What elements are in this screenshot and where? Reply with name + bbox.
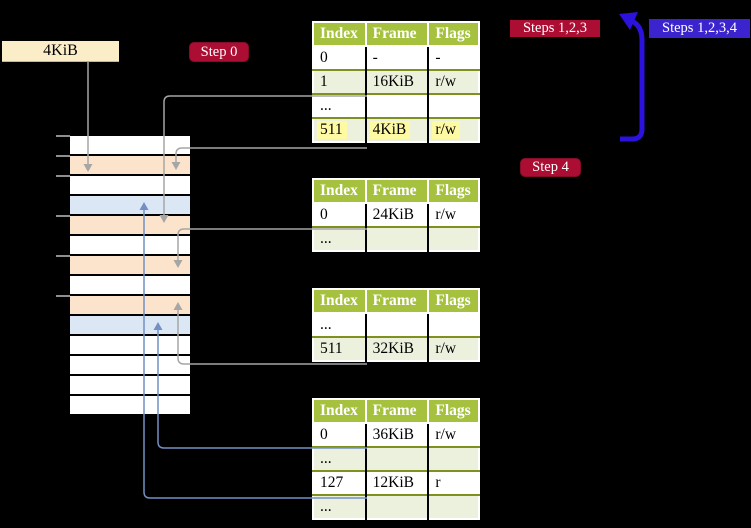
column-header-frame: Frame xyxy=(364,21,430,47)
recursive-loop-arrowhead-icon xyxy=(619,12,638,30)
table-cell: 511 xyxy=(313,117,366,142)
table-cell xyxy=(427,494,479,519)
strip-tick-mark xyxy=(56,295,70,297)
table-cell: r/w xyxy=(427,203,479,227)
table-cell: - xyxy=(427,46,479,70)
table-row: ... xyxy=(313,446,479,471)
column-header-index: Index xyxy=(312,21,367,47)
table-cell: ... xyxy=(313,226,366,251)
table-cell xyxy=(427,313,479,337)
highlighted-value: 4KiB xyxy=(369,121,411,139)
column-header-flags: Flags xyxy=(427,398,480,424)
table-cell: 1 xyxy=(313,69,366,94)
badge-step-0: Step 0 xyxy=(189,42,249,62)
table-cell xyxy=(427,226,479,251)
strip-tick-mark xyxy=(56,135,70,137)
table-row: 0 36KiB r/w xyxy=(313,423,479,447)
table-cell: 32KiB xyxy=(364,336,429,361)
column-header-index: Index xyxy=(312,398,367,424)
table-cell xyxy=(364,93,429,118)
memory-frame-row-2-wheat xyxy=(70,156,190,174)
table-cell: r/w xyxy=(427,423,479,447)
table-cell: - xyxy=(364,46,429,70)
table-cell xyxy=(364,226,429,251)
table-cell xyxy=(364,494,429,519)
column-header-flags: Flags xyxy=(427,288,480,314)
table-cell: ... xyxy=(313,93,366,118)
table-cell: ... xyxy=(313,313,366,337)
column-header-frame: Frame xyxy=(364,288,430,314)
memory-frame-row-9-wheat xyxy=(70,296,190,314)
highlighted-value: 511 xyxy=(317,121,347,139)
table-cell xyxy=(427,446,479,471)
column-header-frame: Frame xyxy=(364,398,430,424)
table-cell: ... xyxy=(313,494,366,519)
memory-frame-row-12-white xyxy=(70,356,190,374)
table-row: 511 32KiB r/w xyxy=(313,336,479,361)
table-row: ... xyxy=(313,93,479,118)
table-cell: 16KiB xyxy=(364,69,429,94)
table-cell: 36KiB xyxy=(364,423,429,447)
badge-steps-1-2-3: Steps 1,2,3 xyxy=(510,20,600,37)
table-cell: r/w xyxy=(427,69,479,94)
physical-memory-strip xyxy=(70,136,190,416)
table-cell xyxy=(364,313,429,337)
column-header-flags: Flags xyxy=(427,178,480,204)
highlighted-value: r/w xyxy=(432,121,461,139)
column-header-frame: Frame xyxy=(364,178,430,204)
strip-tick-mark xyxy=(56,155,70,157)
memory-frame-row-14-white xyxy=(70,396,190,414)
table-row: ... xyxy=(313,494,479,519)
table-cell: 12KiB xyxy=(364,470,429,495)
page-table-level2: Index Frame Flags... 511 32KiB r/w xyxy=(312,288,480,362)
table-cell: 127 xyxy=(313,470,366,495)
page-table-level1: Index Frame Flags 0 36KiB r/w... 127 12KiB r... xyxy=(312,398,480,520)
table-cell: 511 xyxy=(313,336,366,361)
memory-frame-row-6-white xyxy=(70,236,190,254)
table-cell: 0 xyxy=(313,203,366,227)
table-cell xyxy=(364,446,429,471)
strip-tick-mark xyxy=(56,175,70,177)
table-cell: 4KiB xyxy=(364,117,429,142)
table-cell: r/w xyxy=(427,117,479,142)
memory-frame-row-4-blue xyxy=(70,196,190,214)
memory-frame-row-13-white xyxy=(70,376,190,394)
memory-frame-row-11-white xyxy=(70,336,190,354)
memory-frame-row-7-wheat xyxy=(70,256,190,274)
column-header-index: Index xyxy=(312,178,367,204)
table-cell: r/w xyxy=(427,336,479,361)
table-cell: r xyxy=(427,470,479,495)
memory-frame-row-10-blue xyxy=(70,316,190,334)
memory-frame-row-5-wheat xyxy=(70,216,190,234)
table-row: 1 16KiB r/w xyxy=(313,69,479,94)
table-row: ... xyxy=(313,313,479,337)
table-row: ... xyxy=(313,226,479,251)
memory-frame-row-1-white xyxy=(70,136,190,154)
recursive-loop-arrow xyxy=(620,18,645,142)
badge-steps-1-2-3-4: Steps 1,2,3,4 xyxy=(649,19,750,38)
column-header-flags: Flags xyxy=(427,21,480,47)
memory-frame-row-3-white xyxy=(70,176,190,194)
table-cell: 24KiB xyxy=(364,203,429,227)
badge-step-4: Step 4 xyxy=(520,158,581,177)
table-row: 0-- xyxy=(313,46,479,70)
strip-tick-mark xyxy=(56,255,70,257)
table-row: 127 12KiB r xyxy=(313,470,479,495)
memory-frame-label: 4KiB xyxy=(2,41,119,62)
page-table-level3: Index Frame Flags 0 24KiB r/w... xyxy=(312,178,480,252)
table-row: 511 4KiB r/w xyxy=(313,117,479,142)
strip-tick-mark xyxy=(56,215,70,217)
column-header-index: Index xyxy=(312,288,367,314)
connector-l4row511-to-row2 xyxy=(175,147,367,162)
table-cell xyxy=(427,93,479,118)
memory-frame-row-8-white xyxy=(70,276,190,294)
table-cell: ... xyxy=(313,446,366,471)
table-row: 0 24KiB r/w xyxy=(313,203,479,227)
page-table-level4: Index Frame Flags 0- -1 16KiB r/w... 511 4KiB r/w xyxy=(312,21,480,143)
table-cell: 0 xyxy=(313,46,366,70)
table-cell: 0 xyxy=(313,423,366,447)
